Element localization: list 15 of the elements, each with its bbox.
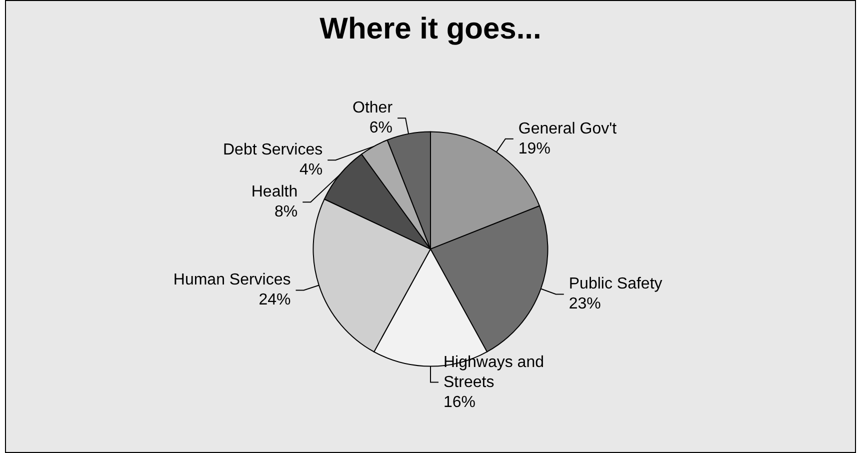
slice-label: Public Safety: [568, 276, 662, 293]
data-label: 8%: [274, 204, 298, 221]
data-label: 4%: [299, 162, 323, 179]
slice-label: Highways and Streets: [444, 354, 548, 391]
slice-label: General Gov't: [518, 120, 618, 138]
data-label: 19%: [518, 140, 550, 158]
data-label: 24%: [258, 292, 291, 309]
chart-title: Where it goes...: [320, 12, 542, 46]
slice-label: Health: [251, 184, 298, 201]
data-label: 23%: [568, 296, 601, 313]
data-label: 6%: [369, 120, 393, 137]
data-label: 16%: [444, 394, 476, 411]
slice-label: Human Services: [173, 272, 291, 289]
slice-label: Debt Services: [222, 142, 323, 159]
slice-label: Other: [352, 100, 394, 117]
